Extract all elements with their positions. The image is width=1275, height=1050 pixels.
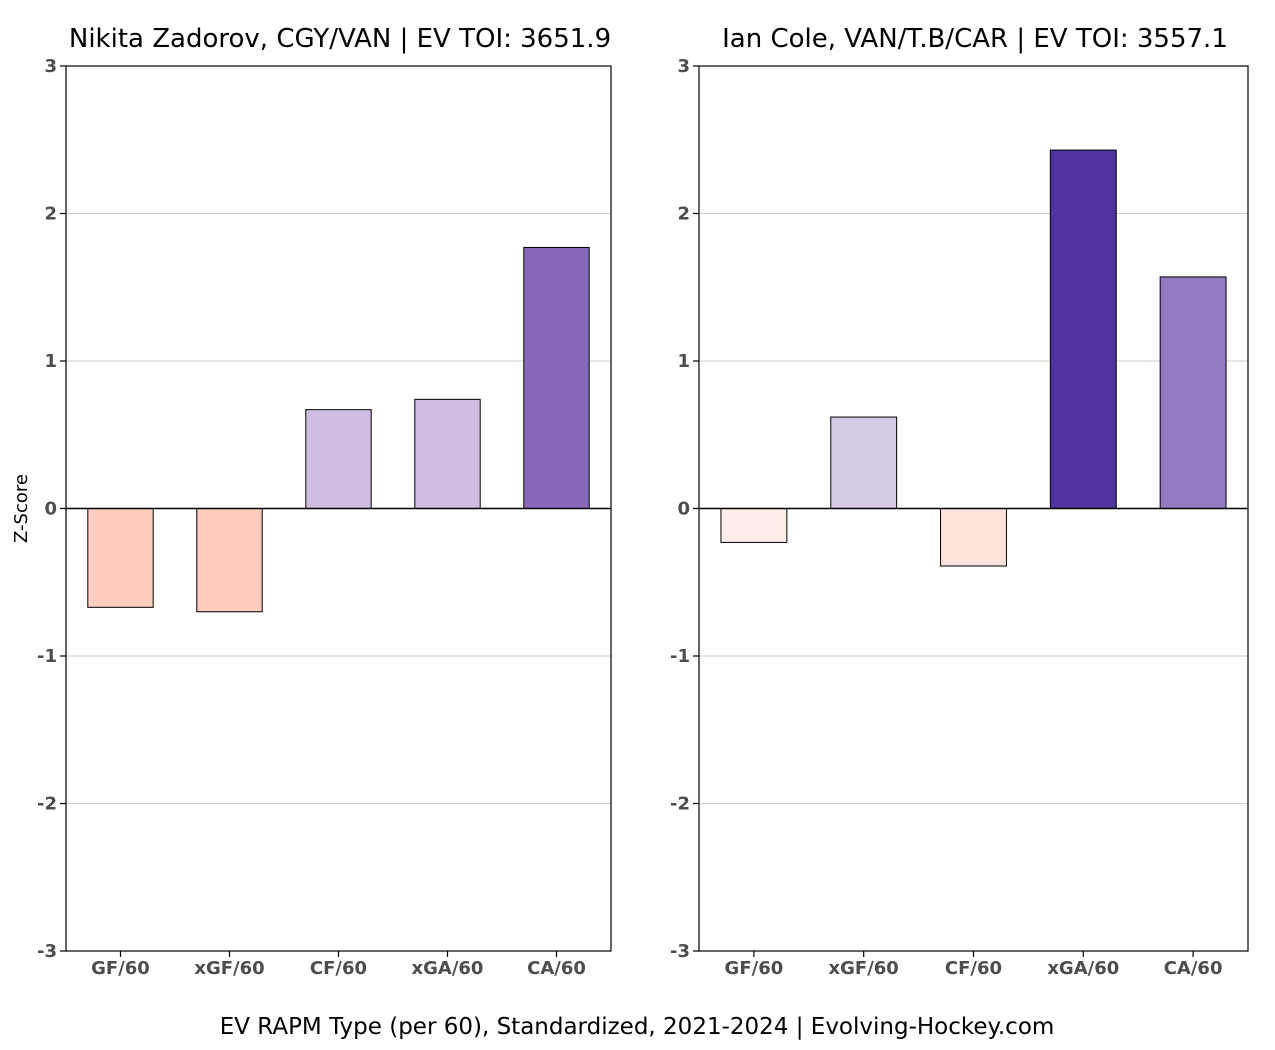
bar-ca-per-60 [1159,276,1227,509]
y-tick-label: 1 [44,351,57,372]
y-tick-label: 0 [677,499,690,520]
panel-title: Ian Cole, VAN/T.B/CAR | EV TOI: 3557.1 [722,24,1228,54]
x-tick-label: xGF/60 [829,958,899,979]
bar-gf-per-60 [720,508,788,543]
x-tick-label: GF/60 [91,958,150,979]
bar-xga-per-60 [1049,149,1117,509]
x-tick-label: CA/60 [1164,958,1223,979]
y-tick-label: 3 [44,56,57,77]
x-tick-label: GF/60 [725,958,784,979]
bar-xga-per-60 [414,398,481,510]
y-tick-label: -2 [670,794,690,815]
x-tick-label: xGA/60 [1047,958,1119,979]
figure-caption: EV RAPM Type (per 60), Standardized, 202… [220,1014,1055,1040]
y-tick-label: 3 [677,56,690,77]
y-tick-label: -1 [37,646,57,667]
bar-ca-per-60 [523,246,590,510]
y-tick-label: -3 [37,941,57,962]
y-tick-label: -2 [37,794,57,815]
y-tick-label: 2 [44,204,57,225]
bar-cf-per-60 [940,508,1007,567]
y-tick-label: -1 [670,646,690,667]
bar-cf-per-60 [305,409,372,509]
panel-title: Nikita Zadorov, CGY/VAN | EV TOI: 3651.9 [69,24,611,54]
plot-frame [698,65,1249,952]
x-tick-label: CF/60 [310,958,367,979]
x-tick-label: CF/60 [945,958,1002,979]
y-tick-label: 2 [677,204,690,225]
x-tick-label: CA/60 [527,958,586,979]
bar-xgf-per-60 [196,508,263,613]
y-axis-label: Z-Score [11,474,32,543]
panel-ian-cole: Ian Cole, VAN/T.B/CAR | EV TOI: 3557.1 -3… [670,24,1249,979]
bar-xgf-per-60 [830,416,898,509]
panel-nikita-zadorov: Nikita Zadorov, CGY/VAN | EV TOI: 3651.9… [11,24,612,979]
x-tick-label: xGF/60 [194,958,264,979]
plot-frame [65,65,612,952]
y-tick-label: -3 [670,941,690,962]
bar-gf-per-60 [87,508,154,608]
y-tick-label: 1 [677,351,690,372]
x-tick-label: xGA/60 [412,958,484,979]
y-tick-label: 0 [44,499,57,520]
